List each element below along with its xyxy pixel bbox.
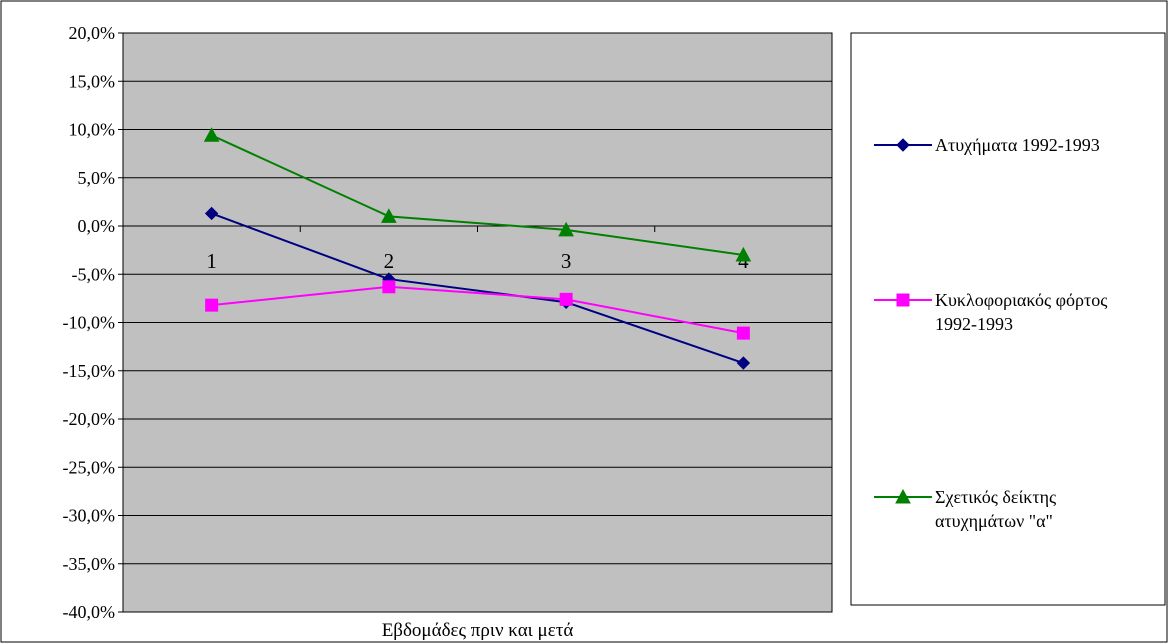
legend-label: Σχετικός δείκτης [935, 487, 1056, 507]
y-tick-label: -40,0% [63, 602, 116, 622]
y-tick-label: 20,0% [69, 23, 116, 43]
series-line [211, 134, 744, 256]
legend-marker-diamond [896, 138, 910, 152]
y-tick-label: 15,0% [69, 71, 116, 91]
legend-label: 1992-1993 [935, 314, 1013, 334]
legend-item: Κυκλοφοριακός φόρτος 1992-1993 [874, 290, 1107, 334]
legend-marker-square [896, 293, 910, 307]
series-2 [205, 280, 750, 340]
data-point-triangle [735, 246, 752, 262]
data-point-triangle [203, 127, 220, 142]
series-layer [203, 127, 752, 370]
y-tick-label: -15,0% [63, 361, 116, 381]
data-point-square [205, 298, 219, 312]
y-tick-label: -25,0% [63, 457, 116, 477]
y-tick-label: -35,0% [63, 554, 116, 574]
y-tick-label: 0,0% [78, 216, 116, 236]
legend-label: Κυκλοφοριακός φόρτος [935, 290, 1107, 310]
legend-marker-triangle [895, 488, 911, 504]
data-point-square [559, 292, 573, 306]
x-axis-title: Εβδομάδες πριν και μετά [382, 620, 574, 641]
legend-item: Ατυχήματα 1992-1993 [874, 135, 1100, 155]
legend-box [850, 32, 1166, 606]
legend-label: ατυχημάτων "α" [935, 511, 1053, 531]
y-axis: 20,0% 15,0% 10,0% 5,0% 0,0% -5,0% -10,0% -15,0%… [63, 23, 124, 622]
data-point-triangle [381, 208, 397, 223]
y-tick-label: -20,0% [63, 409, 116, 429]
legend-label: Ατυχήματα 1992-1993 [935, 135, 1100, 155]
x-tick-label: 2 [384, 249, 395, 273]
y-tick-label: -5,0% [72, 264, 116, 284]
data-point-square [736, 326, 750, 340]
series-line [211, 212, 744, 364]
data-point-square [382, 280, 396, 294]
data-point-diamond [736, 356, 751, 370]
legend-item: Σχετικός δείκτης ατυχημάτων "α" [874, 487, 1056, 531]
series-3 [203, 127, 752, 262]
data-point-diamond [204, 206, 219, 221]
y-tick-label: 5,0% [78, 168, 116, 188]
y-tick-label: 10,0% [69, 120, 116, 140]
x-tick-label: 1 [206, 249, 217, 273]
x-tick-label: 3 [561, 249, 572, 273]
y-tick-label: -30,0% [63, 506, 116, 526]
legend: Ατυχήματα 1992-1993 Κυκλοφοριακός φόρτος 1… [874, 135, 1107, 531]
data-point-triangle [558, 221, 574, 237]
series-line [211, 285, 744, 335]
y-tick-label: -10,0% [63, 313, 116, 333]
